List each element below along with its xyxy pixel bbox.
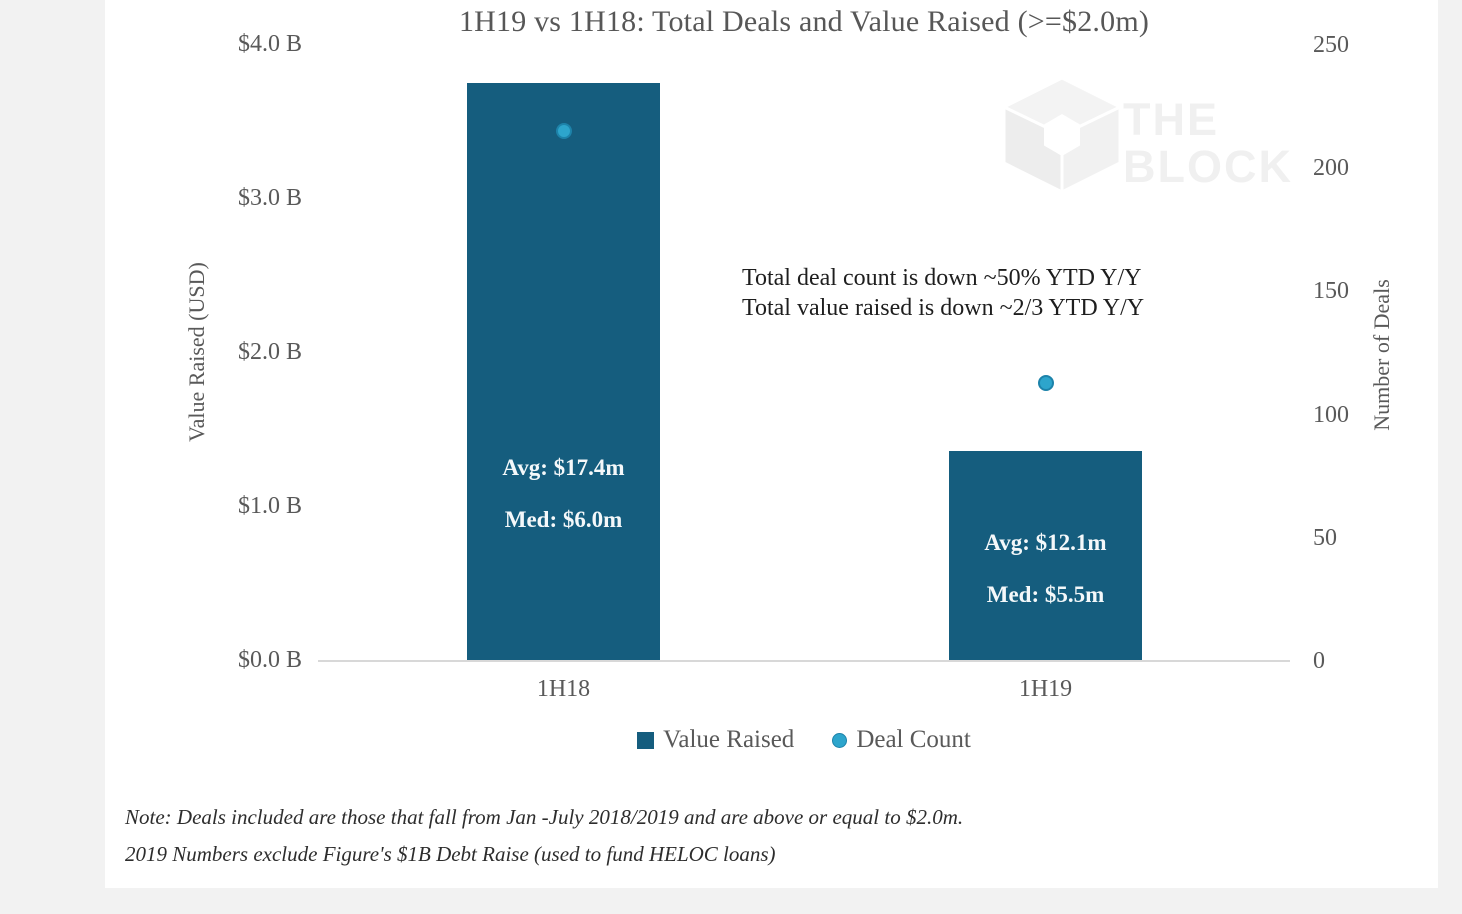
right-axis-tick: 100 bbox=[1313, 401, 1349, 428]
wordmark-line-1: THE bbox=[1123, 94, 1219, 145]
bar-stat-line: Avg: $17.4m bbox=[502, 455, 625, 480]
bar-stat-line: Med: $5.5m bbox=[986, 581, 1105, 607]
legend-circle-icon bbox=[832, 732, 848, 748]
x-axis-label-1h18: 1H18 bbox=[536, 676, 591, 702]
left-axis-tick: $2.0 B bbox=[237, 339, 302, 365]
right-axis-tick: 150 bbox=[1313, 278, 1349, 305]
right-axis-title: Number of Deals bbox=[1369, 279, 1394, 431]
left-axis-tick: $1.0 B bbox=[237, 493, 302, 519]
deal-count-marker-1h19 bbox=[1037, 374, 1054, 391]
annotation-line-1: Total deal count is down ~50% YTD Y/Y bbox=[742, 265, 1142, 291]
x-axis-label-1h19: 1H19 bbox=[1018, 676, 1073, 702]
footnote-line-2: 2019 Numbers exclude Figure's $1B Debt R… bbox=[125, 842, 776, 866]
bar-stats-label: Avg: $12.1m Med: $5.5m bbox=[949, 528, 1142, 610]
legend-square-icon bbox=[637, 731, 655, 749]
bar-stat-line: Med: $6.0m bbox=[504, 507, 623, 532]
bar-stat-line: Avg: $12.1m bbox=[984, 529, 1107, 555]
legend-item-value-raised: Value Raised bbox=[637, 726, 794, 754]
footnotes: Note: Deals included are those that fall… bbox=[125, 802, 963, 869]
the-block-cube-icon bbox=[1003, 78, 1121, 193]
the-block-wordmark: THE BLOCK bbox=[1123, 96, 1293, 190]
value-raised-bar-1h19: Avg: $12.1m Med: $5.5m bbox=[949, 450, 1142, 660]
right-axis-tick: 200 bbox=[1313, 155, 1349, 182]
left-axis-tick: $3.0 B bbox=[237, 185, 302, 211]
left-axis-tick: $0.0 B bbox=[237, 647, 302, 673]
legend-item-deal-count: Deal Count bbox=[832, 726, 971, 754]
deal-count-marker-1h18 bbox=[555, 123, 572, 140]
right-axis-tick: 0 bbox=[1313, 648, 1325, 674]
legend-label: Deal Count bbox=[856, 726, 971, 753]
value-raised-bar-1h18: Avg: $17.4m Med: $6.0m bbox=[467, 82, 660, 660]
chart-title: 1H19 vs 1H18: Total Deals and Value Rais… bbox=[458, 5, 1150, 38]
wordmark-line-2: BLOCK bbox=[1123, 141, 1293, 192]
right-axis-tick: 250 bbox=[1313, 32, 1349, 58]
chart-panel bbox=[105, 0, 1438, 888]
right-axis-tick: 50 bbox=[1313, 524, 1337, 551]
legend: Value Raised Deal Count bbox=[318, 726, 1290, 754]
legend-label: Value Raised bbox=[663, 726, 795, 753]
bar-stats-label: Avg: $17.4m Med: $6.0m bbox=[467, 453, 660, 535]
annotation-line-2: Total value raised is down ~2/3 YTD Y/Y bbox=[742, 295, 1145, 321]
x-axis-line bbox=[318, 660, 1290, 662]
footnote-line-1: Note: Deals included are those that fall… bbox=[125, 805, 964, 829]
left-axis-tick: $4.0 B bbox=[237, 31, 302, 57]
annotation-text: Total deal count is down ~50% YTD Y/Y To… bbox=[742, 263, 1144, 323]
